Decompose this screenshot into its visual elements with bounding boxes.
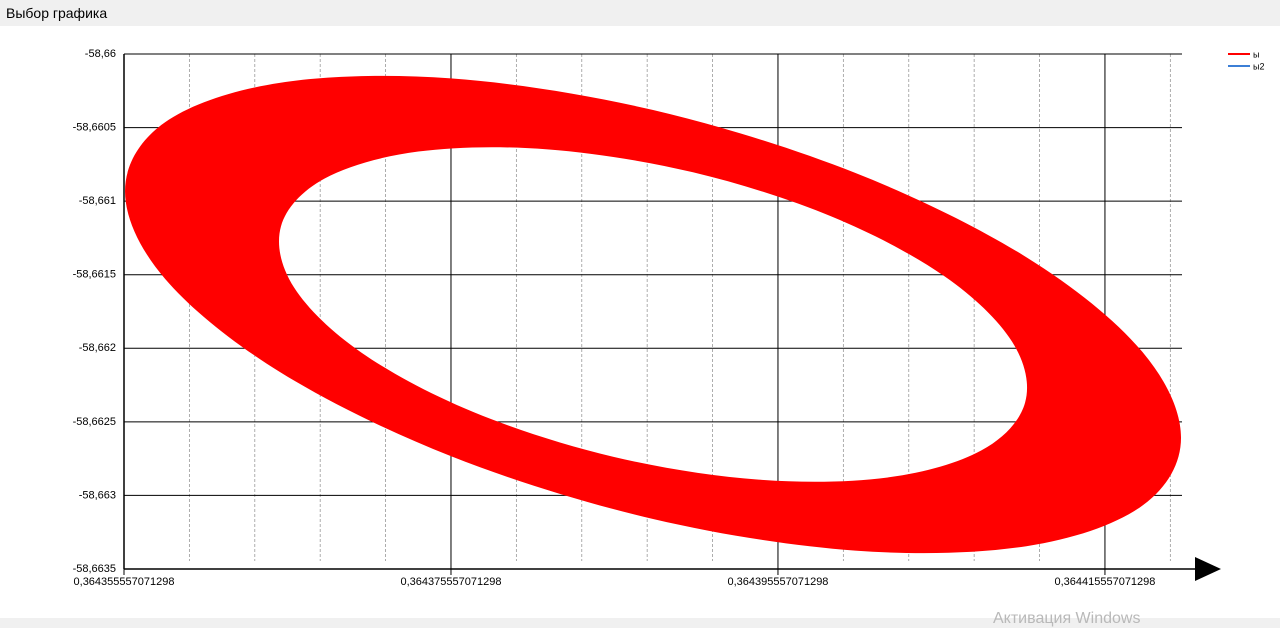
- y-tick-label: -58,6605: [73, 121, 116, 133]
- y-tick-label: -58,661: [79, 195, 116, 207]
- x-axis-arrow: [1195, 557, 1221, 581]
- y-tick-label: -58,6635: [73, 563, 116, 575]
- window-title-bar: Выбор графика: [0, 0, 1280, 26]
- ring-area: [125, 75, 1182, 554]
- window-title: Выбор графика: [6, 5, 108, 21]
- y-tick-label: -58,6615: [73, 269, 116, 281]
- x-tick-label: 0,364395557071298: [727, 576, 828, 588]
- y-tick-label: -58,6625: [73, 416, 116, 428]
- y-tick-label: -58,663: [79, 489, 116, 501]
- chart: -58,66 -58,6605 -58,661 -58,6615 -58,662 -58,…: [0, 26, 1280, 618]
- legend-label: ы2: [1253, 61, 1264, 71]
- y-tick-label: -58,662: [79, 342, 116, 354]
- x-tick-label: 0,364375557071298: [401, 576, 502, 588]
- x-tick-label: 0,364355557071298: [74, 576, 175, 588]
- activation-watermark: Активация Windows: [993, 610, 1141, 627]
- x-tick-label: 0,364415557071298: [1054, 576, 1155, 588]
- legend-label: ы: [1253, 49, 1259, 59]
- y-tick-label: -58,66: [85, 48, 116, 60]
